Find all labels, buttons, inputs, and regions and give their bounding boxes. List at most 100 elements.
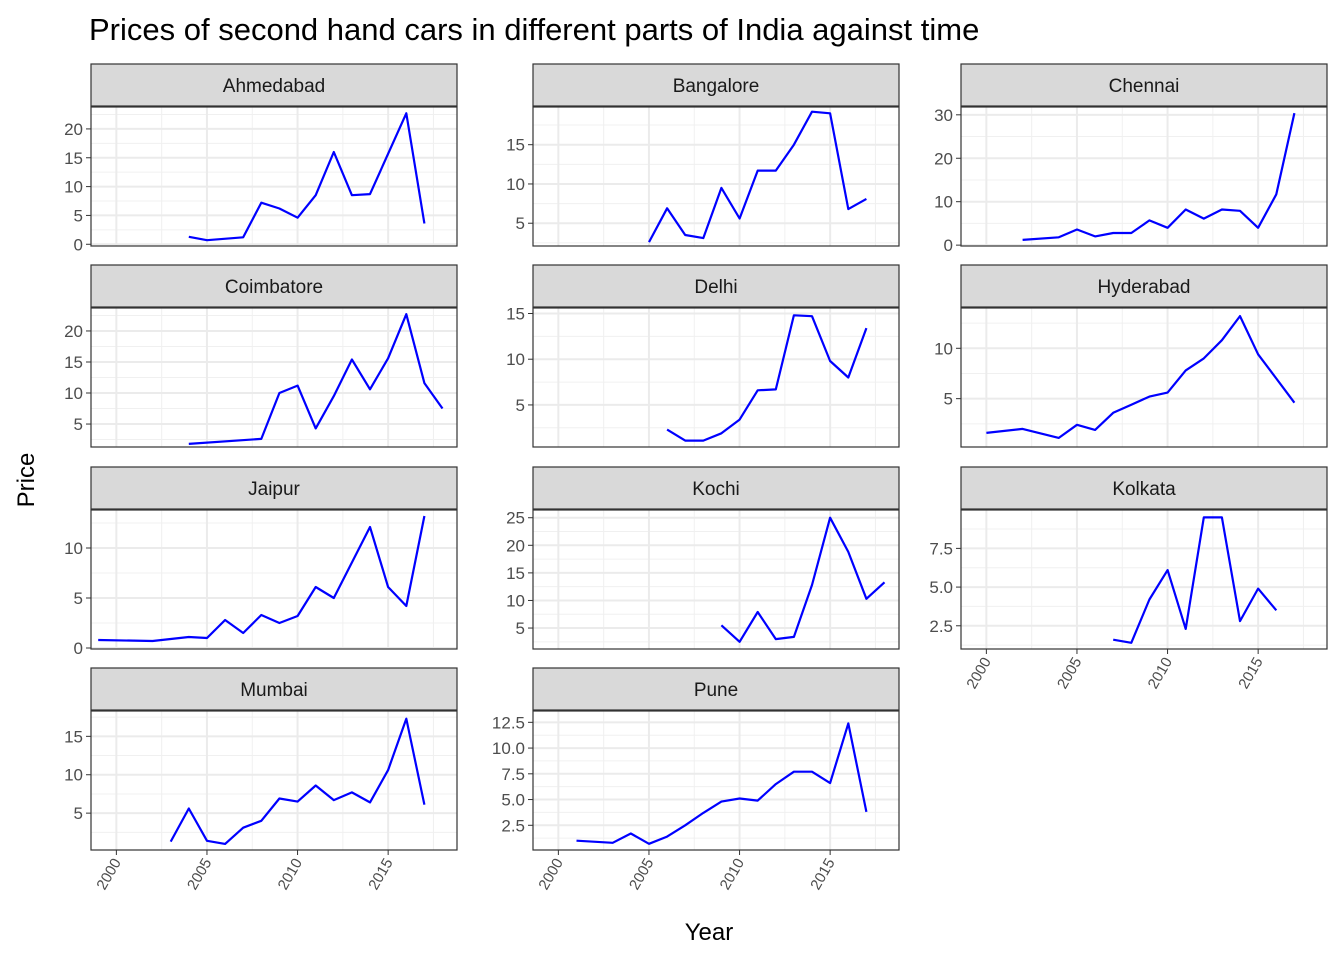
strip-label-mumbai: Mumbai <box>240 680 308 701</box>
strip-label-pune: Pune <box>694 680 738 701</box>
strip-label-chennai: Chennai <box>1109 76 1180 97</box>
strip-delhi <box>532 264 900 308</box>
series-line-coimbatore <box>188 313 444 445</box>
plot-area-hyderabad <box>961 308 1327 447</box>
y-tick-label: 10 <box>64 766 83 785</box>
strip-pune <box>532 667 900 711</box>
y-tick-label: 7.5 <box>929 539 953 558</box>
strip-kolkata <box>960 466 1328 510</box>
y-tick-label: 15 <box>64 727 83 746</box>
y-tick-label: 15 <box>506 136 525 155</box>
x-tick-label: 2015 <box>365 856 396 893</box>
strip-label-hyderabad: Hyderabad <box>1098 277 1191 298</box>
y-tick-label: 25 <box>506 509 525 528</box>
series-line-ahmedabad <box>188 112 426 242</box>
panel-border-delhi <box>532 307 900 448</box>
panel-bangalore: Bangalore 5 10 15 <box>506 63 900 247</box>
panel-delhi: Delhi 5 10 15 <box>506 264 900 448</box>
y-tick-label: 10 <box>934 339 953 358</box>
panel-border-ahmedabad <box>90 106 458 247</box>
y-tick-label: 5 <box>74 804 83 823</box>
y-tick-label: 5 <box>74 206 83 225</box>
panel-border-kochi <box>532 509 900 650</box>
strip-label-coimbatore: Coimbatore <box>225 277 323 298</box>
x-tick-label: 2010 <box>1145 655 1176 692</box>
y-tick-label: 10 <box>506 175 525 194</box>
panel-border-mumbai <box>90 710 458 851</box>
plot-area-pune <box>533 711 899 850</box>
panel-border-jaipur <box>90 509 458 650</box>
y-tick-label: 20 <box>934 149 953 168</box>
panel-kolkata: Kolkata 2.5 5.0 7.5 2000 2005 2010 2015 <box>929 466 1328 692</box>
y-tick-label: 15 <box>64 149 83 168</box>
strip-label-ahmedabad: Ahmedabad <box>223 76 325 97</box>
series-line-chennai <box>1022 112 1296 241</box>
y-tick-label: 5.0 <box>929 578 953 597</box>
y-tick-label: 12.5 <box>492 713 525 732</box>
y-tick-label: 10 <box>506 350 525 369</box>
y-tick-label: 15 <box>506 564 525 583</box>
series-line-hyderabad <box>986 315 1296 439</box>
y-tick-label: 5 <box>944 390 953 409</box>
y-tick-label: 5 <box>74 589 83 608</box>
strip-coimbatore <box>90 264 458 308</box>
facet-panels: Ahmedabad 0 5 10 15 20 Bangalore 5 10 15 Chennai 0 1… <box>64 63 1328 893</box>
panel-ahmedabad: Ahmedabad 0 5 10 15 20 <box>64 63 458 254</box>
y-tick-label: 15 <box>64 353 83 372</box>
series-line-mumbai <box>169 717 426 846</box>
x-tick-label: 2005 <box>626 856 657 893</box>
x-tick-label: 2000 <box>93 856 124 893</box>
y-tick-label: 10 <box>64 384 83 403</box>
series-line-kochi <box>720 516 886 643</box>
y-tick-label: 20 <box>64 120 83 139</box>
series-line-bangalore <box>648 110 867 243</box>
panel-border-hyderabad <box>960 307 1328 448</box>
y-tick-label: 5 <box>516 619 525 638</box>
y-tick-label: 10.0 <box>492 739 525 758</box>
panel-border-coimbatore <box>90 307 458 448</box>
strip-jaipur <box>90 466 458 510</box>
x-axis-label: Year <box>685 919 734 946</box>
chart-title: Prices of second hand cars in different … <box>89 12 979 47</box>
y-tick-label: 0 <box>74 639 83 658</box>
strip-label-kolkata: Kolkata <box>1112 479 1176 500</box>
strip-label-jaipur: Jaipur <box>248 479 300 500</box>
y-tick-label: 10 <box>64 178 83 197</box>
strip-ahmedabad <box>90 63 458 107</box>
x-tick-label: 2010 <box>717 856 748 893</box>
x-tick-label: 2005 <box>1054 655 1085 692</box>
x-tick-label: 2000 <box>963 655 994 692</box>
y-tick-label: 2.5 <box>929 617 953 636</box>
x-tick-label: 2015 <box>807 856 838 893</box>
strip-label-delhi: Delhi <box>694 277 737 298</box>
plot-area-mumbai <box>91 711 457 850</box>
strip-kochi <box>532 466 900 510</box>
y-tick-label: 10 <box>934 193 953 212</box>
plot-area-ahmedabad <box>91 107 457 246</box>
x-tick-label: 2000 <box>535 856 566 893</box>
x-tick-label: 2015 <box>1235 655 1266 692</box>
plot-area-kolkata <box>961 510 1327 649</box>
y-tick-label: 30 <box>934 106 953 125</box>
strip-chennai <box>960 63 1328 107</box>
panel-coimbatore: Coimbatore 5 10 15 20 <box>64 264 458 448</box>
plot-area-jaipur <box>91 510 457 649</box>
strip-label-bangalore: Bangalore <box>673 76 760 97</box>
strip-hyderabad <box>960 264 1328 308</box>
x-tick-label: 2010 <box>275 856 306 893</box>
plot-area-bangalore <box>533 107 899 246</box>
y-tick-label: 0 <box>944 236 953 255</box>
panel-border-chennai <box>960 106 1328 247</box>
strip-mumbai <box>90 667 458 711</box>
y-tick-label: 2.5 <box>501 816 525 835</box>
strip-bangalore <box>532 63 900 107</box>
y-tick-label: 7.5 <box>501 765 525 784</box>
y-tick-label: 20 <box>64 322 83 341</box>
y-tick-label: 5 <box>74 415 83 434</box>
plot-area-delhi <box>533 308 899 447</box>
series-line-pune <box>576 722 868 845</box>
panel-hyderabad: Hyderabad 5 10 <box>934 264 1328 448</box>
y-tick-label: 5.0 <box>501 791 525 810</box>
panel-border-kolkata <box>960 509 1328 650</box>
